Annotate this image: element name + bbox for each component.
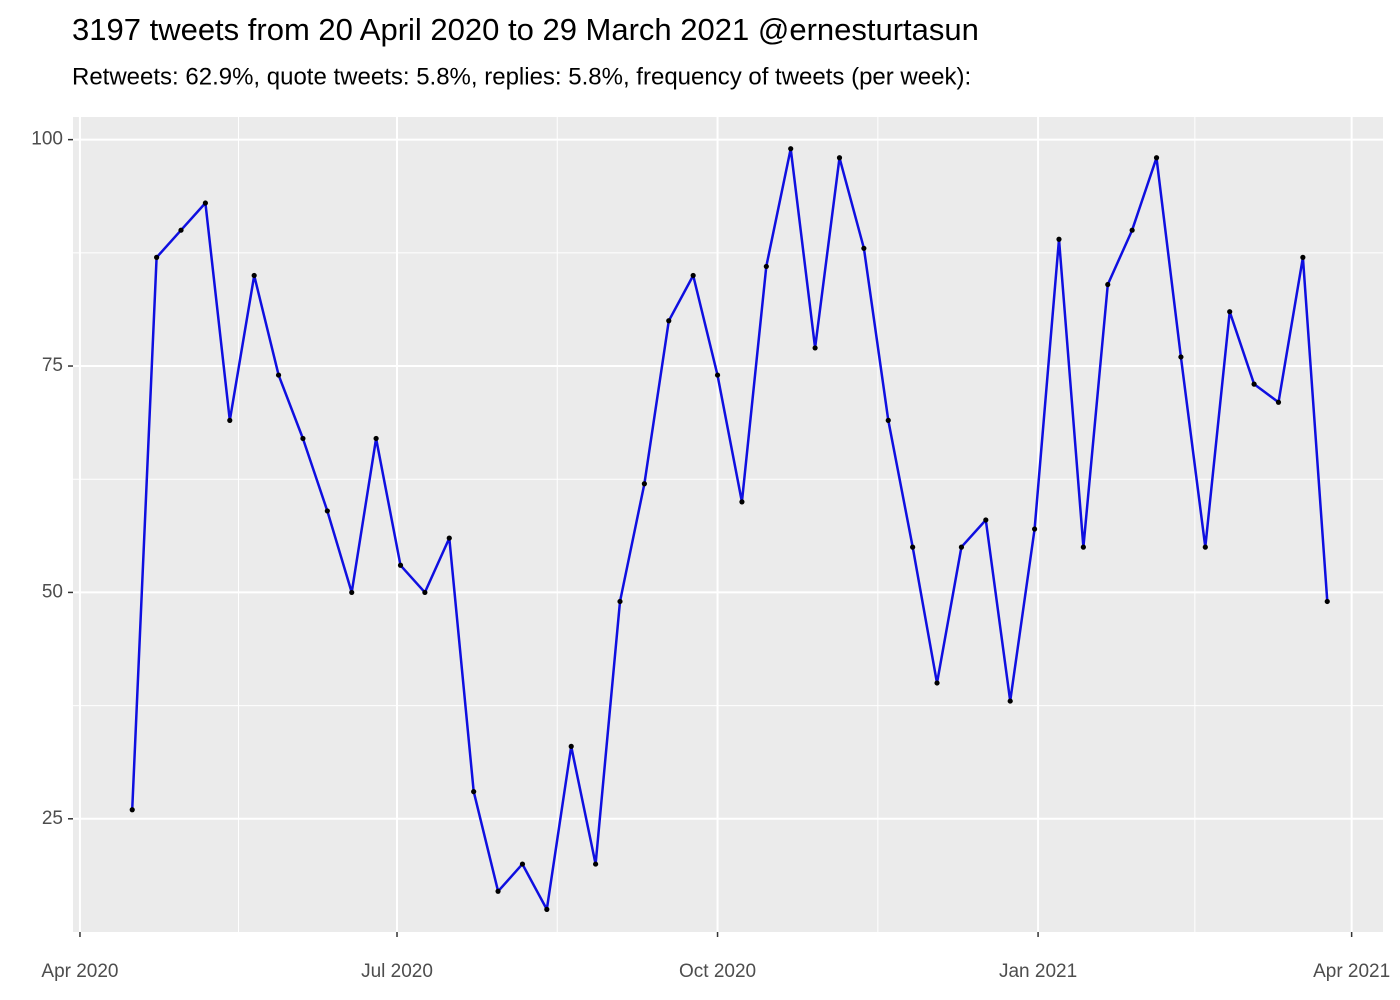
plot-background [73,117,1383,932]
data-point [544,906,550,912]
chart-subtitle: Retweets: 62.9%, quote tweets: 5.8%, rep… [72,63,971,90]
data-point [861,245,867,251]
data-point [641,481,647,487]
data-point [1227,309,1233,315]
data-point [593,861,599,867]
data-point [178,227,184,233]
data-point [666,318,672,324]
data-point [154,254,160,260]
data-point [690,272,696,279]
data-point [129,807,135,813]
data-point [1105,281,1111,288]
data-point [617,598,623,605]
data-point [958,544,965,550]
y-tick-label: 100 [31,129,63,150]
data-point [373,435,379,442]
x-tick-label: Apr 2020 [41,961,118,982]
x-tick-label: Jul 2020 [361,961,433,982]
y-tick-label: 25 [42,808,63,829]
data-point [1080,544,1086,550]
data-point [983,517,989,523]
data-point [1056,236,1062,242]
data-point [788,146,794,152]
data-point [1178,354,1184,360]
data-point [1202,544,1208,550]
data-point [300,435,306,442]
data-point [812,345,818,351]
x-tick-label: Jan 2021 [999,961,1077,982]
data-point [763,263,769,270]
data-point [471,789,477,795]
data-point [739,499,745,505]
data-point [1300,254,1306,260]
y-tick-label: 75 [42,355,63,376]
data-point [324,508,330,514]
data-point [519,861,526,867]
data-point [202,200,208,206]
data-point [275,372,282,378]
data-point [1251,381,1257,387]
data-point [885,417,891,423]
data-point [1007,698,1013,704]
data-point [1153,155,1160,161]
data-point [1324,598,1330,605]
data-point [397,562,404,568]
y-tick-label: 50 [42,581,63,602]
chart-title: 3197 tweets from 20 April 2020 to 29 Mar… [72,12,979,47]
data-point [1031,526,1038,532]
x-tick-label: Oct 2020 [679,961,756,982]
series-line [130,147,1329,911]
data-point [836,155,843,161]
data-point [349,589,355,596]
data-point [910,544,916,550]
data-point [251,272,257,279]
data-point [934,680,940,686]
data-point [422,589,428,596]
data-point [1129,227,1135,233]
data-point [1275,399,1282,405]
data-point [568,743,574,749]
data-point [714,372,721,378]
data-point [227,417,233,423]
data-point [446,535,452,541]
x-tick-label: Apr 2021 [1313,961,1390,982]
data-point [495,888,501,894]
